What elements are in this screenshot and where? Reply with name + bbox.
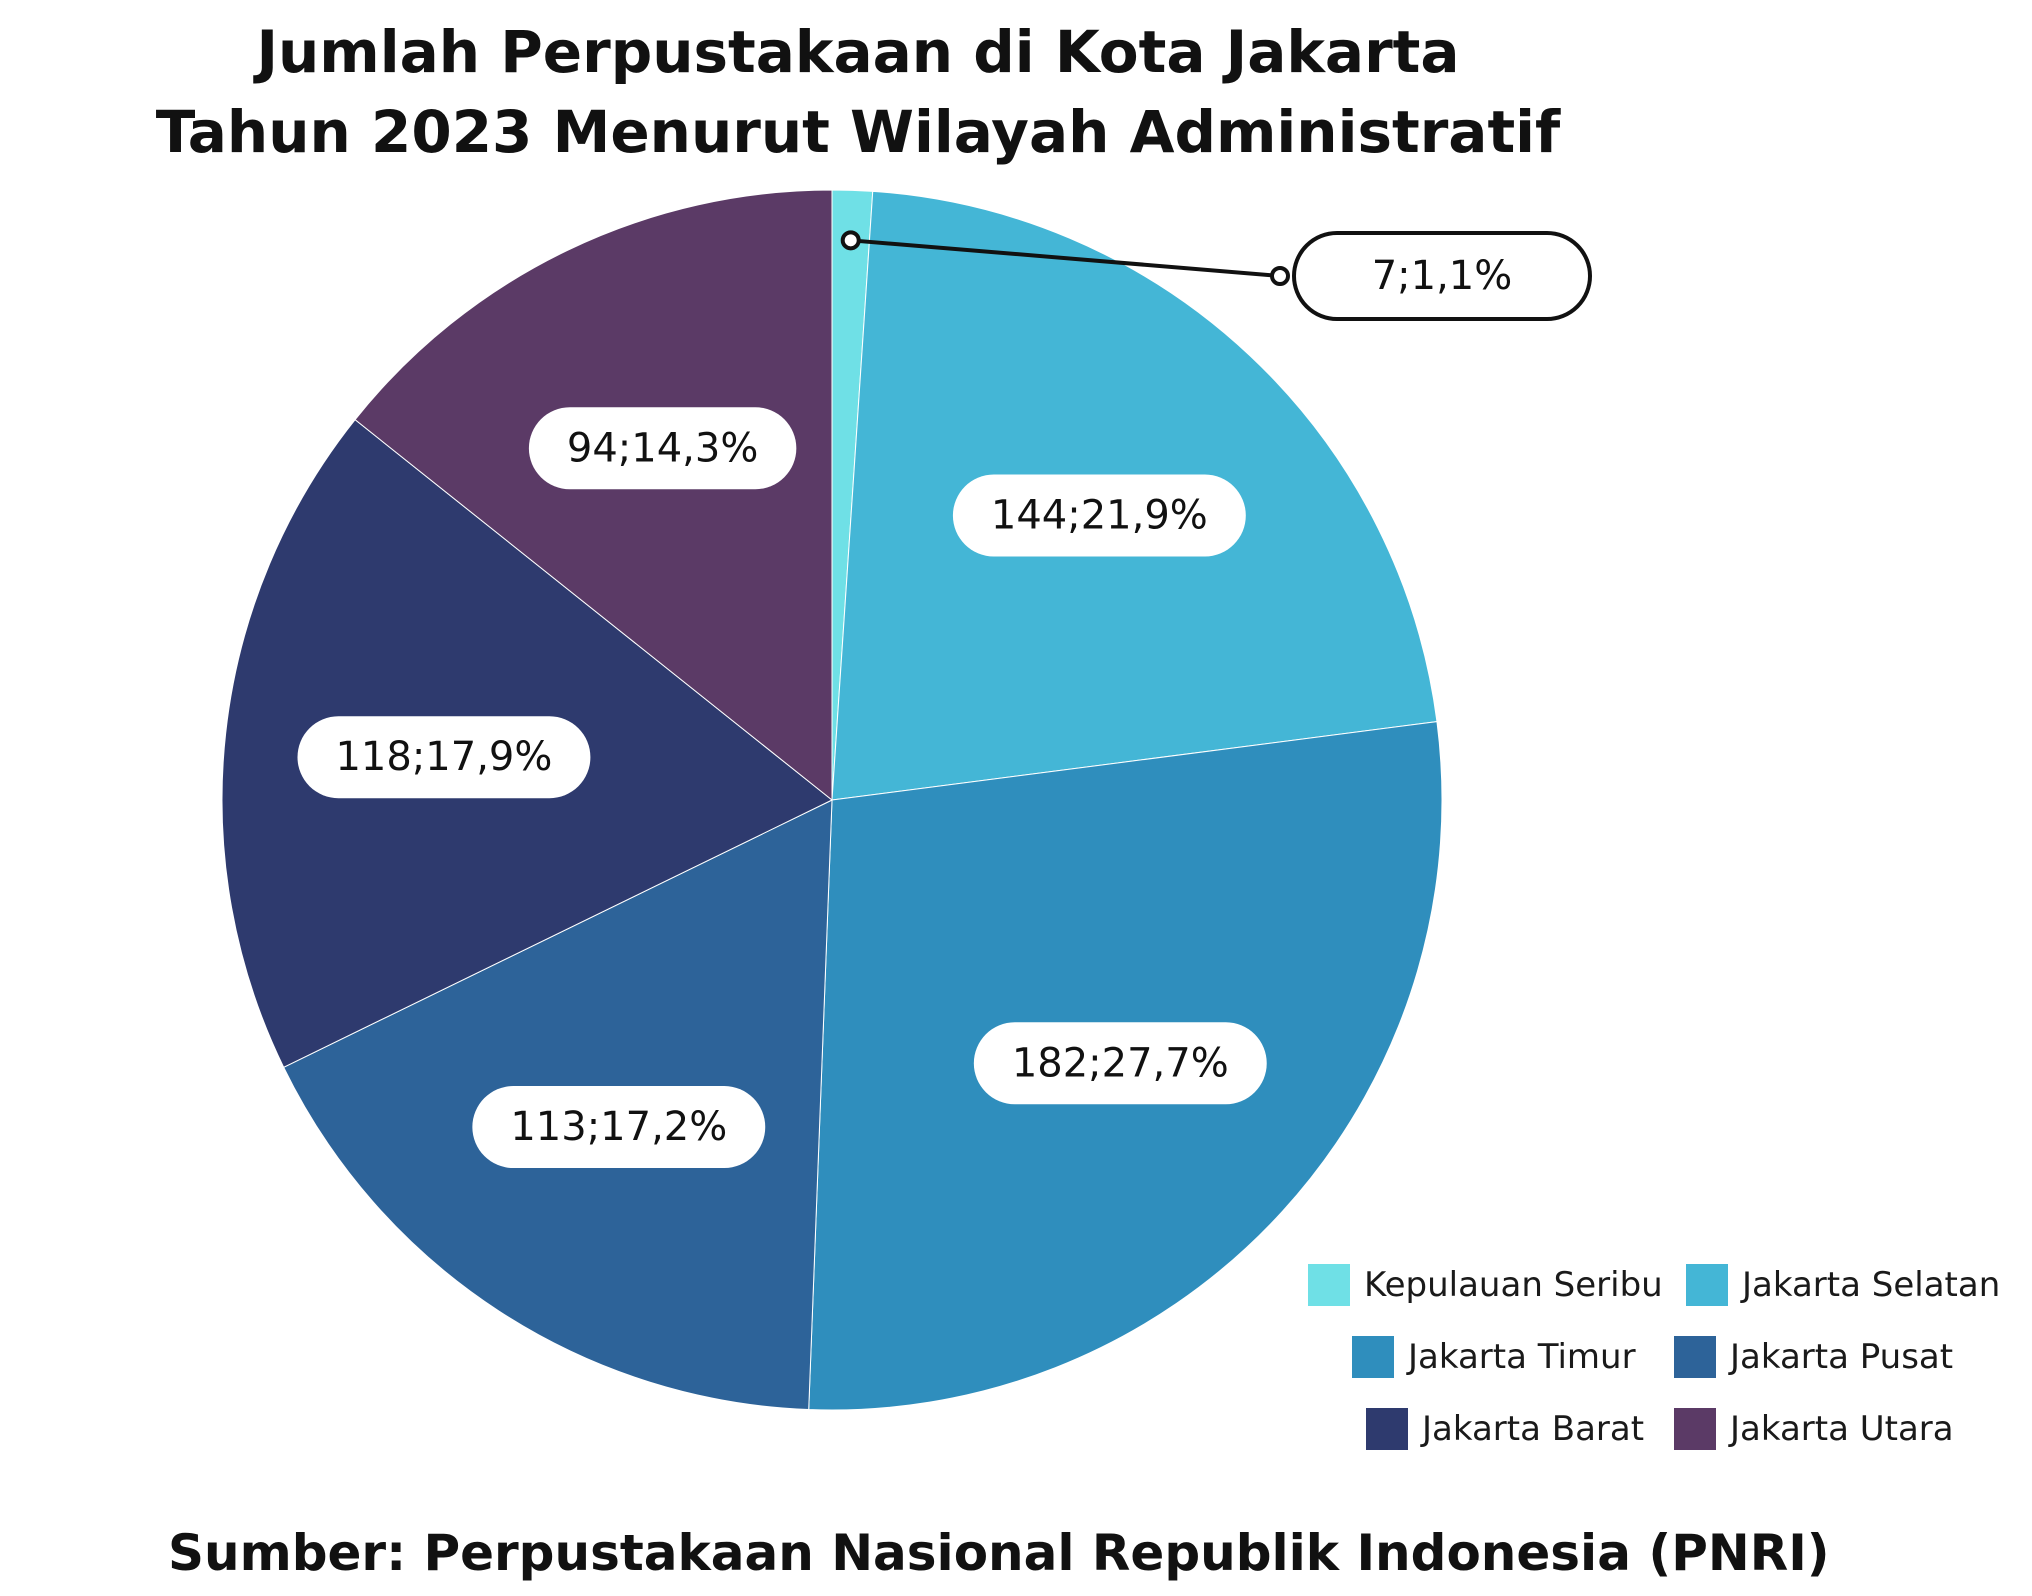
legend-label: Kepulauan Seribu	[1364, 1265, 1663, 1305]
data-label-text: 144;21,9%	[991, 493, 1208, 539]
legend-swatch	[1352, 1336, 1394, 1378]
legend-item-jakarta-pusat: Jakarta Pusat	[1674, 1336, 1953, 1378]
legend-swatch	[1674, 1408, 1716, 1450]
legend-item-jakarta-selatan: Jakarta Selatan	[1686, 1264, 2000, 1306]
legend-swatch	[1686, 1264, 1728, 1306]
legend-label: Jakarta Selatan	[1742, 1265, 2001, 1305]
chart-title-line-1: Jumlah Perpustakaan di Kota Jakarta	[256, 18, 1460, 86]
chart-legend: Kepulauan Seribu Jakarta Selatan Jakarta T…	[1300, 1264, 2020, 1484]
legend-swatch	[1366, 1408, 1408, 1450]
source-note: Sumber: Perpustakaan Nasional Republik I…	[168, 1524, 1830, 1582]
data-label-jakarta-timur: 182;27,7%	[973, 1022, 1267, 1105]
legend-item-jakarta-barat: Jakarta Barat	[1366, 1408, 1644, 1450]
legend-label: Jakarta Timur	[1408, 1337, 1636, 1377]
chart-title-line-2: Tahun 2023 Menurut Wilayah Administratif	[155, 98, 1561, 166]
pie-slice-jakarta-utara	[354, 189, 833, 802]
data-label-box	[1292, 231, 1592, 321]
data-label-kepulauan-seribu: 7;1,1%	[840, 230, 1592, 321]
data-label-text: 118;17,9%	[335, 734, 552, 780]
pie-slices	[221, 189, 1443, 1411]
leader-dot-start	[840, 230, 861, 251]
data-label-text: 182;27,7%	[1012, 1040, 1229, 1086]
pie-data-labels: 7;1,1% 144;21,9% 182;27,7% 113;17,2% 118;17,…	[297, 230, 1592, 1169]
leader-line	[850, 238, 1281, 278]
data-label-box	[297, 716, 591, 799]
chart-title: Jumlah Perpustakaan di Kota Jakarta Tahu…	[0, 12, 1716, 172]
legend-label: Jakarta Pusat	[1730, 1337, 1954, 1377]
legend-item-kepulauan-seribu: Kepulauan Seribu	[1308, 1264, 1663, 1306]
data-label-jakarta-barat: 118;17,9%	[297, 716, 591, 799]
leader-dot-end	[1270, 266, 1290, 286]
legend-swatch	[1674, 1336, 1716, 1378]
data-label-jakarta-utara: 94;14,3%	[528, 407, 797, 490]
data-label-box	[952, 474, 1246, 557]
data-label-box	[973, 1022, 1267, 1105]
data-label-jakarta-selatan: 144;21,9%	[952, 474, 1246, 557]
data-label-jakarta-pusat: 113;17,2%	[472, 1086, 766, 1169]
data-label-text: 94;14,3%	[567, 425, 758, 471]
data-label-text: 7;1,1%	[1372, 253, 1513, 299]
legend-label: Jakarta Utara	[1730, 1409, 1954, 1449]
legend-swatch	[1308, 1264, 1350, 1306]
legend-label: Jakarta Barat	[1422, 1409, 1645, 1449]
data-label-text: 113;17,2%	[510, 1104, 727, 1150]
data-label-box	[528, 407, 797, 490]
data-label-box	[472, 1086, 766, 1169]
legend-item-jakarta-utara: Jakarta Utara	[1674, 1408, 1954, 1450]
legend-item-jakarta-timur: Jakarta Timur	[1352, 1336, 1636, 1378]
